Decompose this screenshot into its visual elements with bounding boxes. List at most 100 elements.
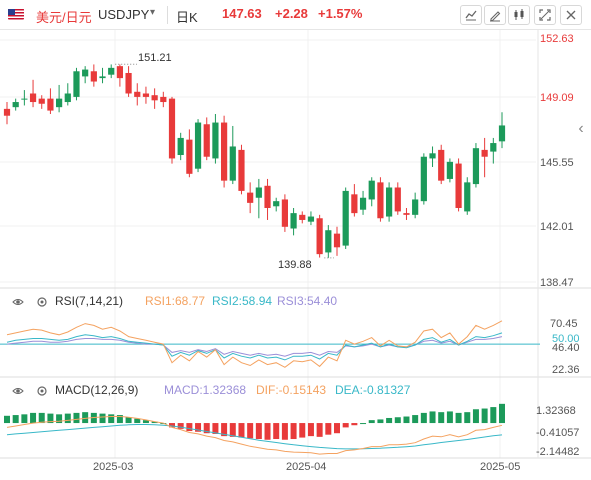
macd-bar	[334, 423, 340, 434]
price-axis-label: 152.63	[540, 33, 574, 45]
macd-bar	[342, 423, 349, 428]
candle-body	[151, 95, 158, 101]
dea-value: DEA:-0.81327	[335, 383, 411, 397]
candle-body	[56, 98, 63, 108]
candle-body	[412, 199, 419, 215]
macd-bar	[290, 423, 297, 440]
macd-axis-label: -2.14482	[536, 446, 580, 458]
candle-body	[394, 187, 401, 212]
close-button[interactable]	[560, 5, 582, 25]
hide-indicator-icon[interactable]	[12, 385, 24, 397]
macd-bar	[438, 412, 445, 424]
candlestick-series	[3, 63, 506, 259]
candle-body	[90, 71, 97, 82]
candle-body	[3, 108, 11, 116]
macd-bar	[472, 409, 479, 424]
macd-bar	[386, 417, 393, 424]
candle-body	[455, 163, 462, 208]
date-axis-label: 2025-03	[93, 461, 134, 473]
macd-bar	[455, 412, 462, 424]
candle-body	[134, 91, 141, 97]
candle-body	[359, 197, 367, 210]
price-axis-label: 138.47	[540, 277, 574, 289]
rsi-label: RSI(7,14,21)	[55, 294, 124, 308]
macd-bar	[203, 423, 210, 434]
date-axis-label: 2025-05	[480, 461, 521, 473]
macd-bar	[116, 415, 123, 424]
candle-body	[351, 194, 358, 214]
macd-label: MACD(12,26,9)	[55, 383, 139, 397]
candle-body	[333, 233, 341, 248]
collapse-panel-icon[interactable]: ‹	[578, 120, 584, 137]
settings-gear-icon[interactable]	[36, 385, 48, 397]
dif-value: DIF:-0.15143	[256, 383, 327, 397]
macd-bar	[73, 412, 80, 424]
rsi1-line	[6, 320, 503, 368]
macd-bar	[316, 423, 323, 437]
pair-name[interactable]: 美元/日元	[36, 10, 92, 25]
macd-bar	[325, 423, 332, 435]
compare-button[interactable]	[460, 5, 482, 25]
candle-body	[29, 93, 37, 103]
draw-tool-button[interactable]	[484, 5, 506, 25]
candle-body	[438, 149, 445, 181]
draw-icon	[490, 11, 501, 22]
candle-body	[221, 122, 228, 181]
macd-bar	[64, 413, 71, 424]
macd-bar	[273, 423, 280, 440]
pair-code[interactable]: USDJPY	[98, 7, 150, 22]
macd-bar	[169, 423, 175, 428]
candle-body	[490, 143, 497, 152]
macd-bar	[446, 411, 453, 424]
compare-icon	[465, 10, 477, 21]
macd-bar	[21, 414, 28, 424]
macd-bar	[151, 421, 158, 424]
macd-bar	[299, 423, 306, 438]
candle-body	[108, 67, 115, 75]
candle-body	[481, 149, 488, 157]
candle-body	[21, 98, 28, 100]
last-price: 147.63	[222, 6, 262, 21]
macd-bar	[82, 412, 89, 424]
date-axis-label: 2025-04	[286, 461, 327, 473]
dif-line	[6, 416, 503, 455]
candle-body	[464, 182, 471, 212]
macd-axis-label: -0.41057	[536, 427, 580, 439]
candle-body	[82, 69, 89, 77]
macd-bar	[247, 423, 254, 439]
rsi-axis-label: 70.45	[550, 318, 578, 330]
candle-body	[281, 199, 288, 227]
macd-bar	[229, 423, 236, 437]
macd-bar	[281, 423, 288, 440]
macd-bar	[195, 423, 202, 432]
candle-body	[116, 66, 123, 79]
chart-header: 美元/日元 USDJPY ▾ 日K 147.63 +2.28 +1.57%	[0, 0, 591, 30]
candle-body	[125, 72, 132, 94]
candle-body	[273, 201, 280, 207]
settings-gear-icon[interactable]	[36, 296, 48, 308]
rsi2-value: RSI2:58.94	[212, 294, 273, 308]
macd-bar	[56, 414, 63, 424]
hide-indicator-icon[interactable]	[12, 296, 24, 308]
macd-axis-label: 1.32368	[536, 405, 576, 417]
candle-body	[47, 98, 54, 111]
fullscreen-button[interactable]	[534, 5, 556, 25]
rsi3-value: RSI3:54.40	[277, 294, 338, 308]
candle-body	[446, 161, 453, 179]
candle-body	[73, 71, 80, 97]
macd-bar	[360, 423, 367, 425]
candle-body	[212, 122, 219, 159]
macd-bar	[255, 423, 262, 440]
candle-body	[238, 149, 245, 191]
macd-bar	[212, 423, 219, 434]
header-divider	[167, 6, 168, 24]
macd-histogram	[4, 403, 505, 440]
candle-body	[386, 187, 393, 217]
macd-bar	[499, 403, 505, 424]
pair-dropdown-icon[interactable]: ▾	[150, 7, 156, 18]
candle-body	[472, 148, 480, 185]
candle-type-button[interactable]	[508, 5, 530, 25]
interval-selector[interactable]: 日K	[176, 10, 198, 25]
candle-body	[403, 213, 410, 215]
